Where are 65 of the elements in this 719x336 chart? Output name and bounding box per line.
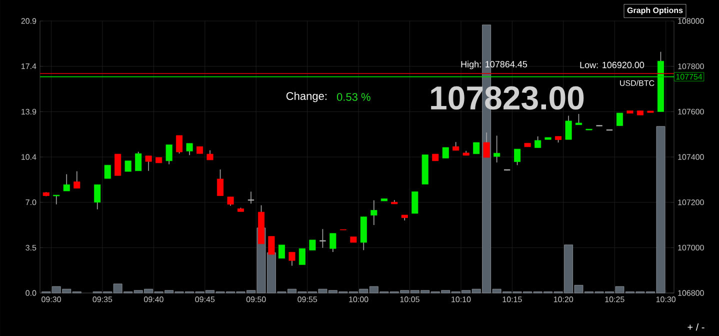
x-tick-label: 10:15 — [502, 296, 522, 302]
candlestick — [288, 252, 296, 266]
candlestick — [494, 135, 500, 163]
x-tick-label: 10:30 — [656, 296, 676, 302]
x-tick-label: 10:05 — [400, 296, 420, 302]
annotation: High: 107864.45 — [461, 60, 528, 70]
candlestick — [442, 147, 449, 159]
candlestick — [483, 132, 490, 158]
candlestick — [370, 200, 378, 226]
candlestick — [186, 142, 193, 156]
candlestick — [176, 135, 183, 154]
x-tick-label: 09:35 — [92, 296, 112, 302]
x-tick-label: 10:25 — [605, 296, 624, 302]
annotation: Change: — [286, 92, 326, 102]
y2-tick-label: 107000 — [678, 244, 704, 250]
y2-tick-label: 107800 — [678, 63, 704, 70]
x-tick-label: 09:45 — [195, 296, 215, 302]
candlestick — [53, 194, 60, 205]
ref-line-label: 107754 — [676, 74, 702, 80]
x-tick-label: 09:55 — [298, 296, 318, 302]
candlestick — [145, 155, 152, 172]
annotation: Low: 106920.00 — [580, 62, 644, 68]
candlestick — [278, 244, 285, 259]
candlestick — [514, 148, 521, 166]
text: Graph Options — [627, 7, 683, 15]
x-tick-label: 10:10 — [452, 296, 471, 302]
candlestick — [94, 184, 101, 210]
y2-tick-label: 107600 — [678, 108, 704, 114]
y-tick-label: 7.0 — [26, 199, 36, 206]
candlestick — [298, 248, 306, 266]
candlestick — [74, 170, 80, 189]
x-tick-label: 10:00 — [349, 296, 368, 302]
y-tick-label: 0.0 — [26, 290, 36, 296]
y-tick-label: 17.4 — [22, 64, 36, 70]
y2-tick-label: 108000 — [678, 18, 704, 24]
candlestick — [330, 232, 336, 252]
candlestick — [104, 164, 111, 179]
annotation: 0.53 % — [336, 93, 370, 101]
y2-tick-label: 106800 — [678, 290, 704, 296]
y-tick-label: 20.9 — [21, 18, 36, 24]
x-tick-label: 09:50 — [246, 296, 266, 302]
y2-tick-label: 107400 — [678, 154, 704, 160]
candlestick — [534, 136, 542, 148]
candlestick — [473, 142, 480, 154]
x-tick-label: 09:40 — [144, 296, 164, 302]
candlestick — [565, 115, 572, 140]
annotation: USD/BTC — [620, 80, 654, 86]
candlestick — [309, 240, 316, 251]
y2-tick-label: 107200 — [678, 199, 704, 206]
candlestick — [124, 160, 132, 172]
candlestick — [575, 114, 582, 126]
y-tick-label: 10.4 — [22, 154, 36, 160]
x-tick-label: 09:30 — [42, 296, 61, 302]
candlestick — [114, 154, 122, 176]
candlestick — [63, 174, 70, 192]
candlestick — [166, 144, 172, 165]
y-tick-label: 13.9 — [22, 108, 36, 115]
candlestick — [216, 169, 224, 196]
y-tick-label: 3.5 — [26, 244, 36, 251]
text: + / - — [688, 323, 704, 331]
candlestick — [412, 191, 418, 214]
candlestick — [206, 150, 214, 160]
candlestick — [616, 112, 624, 126]
x-tick-label: 10:20 — [554, 296, 574, 302]
candlestick — [135, 151, 142, 172]
